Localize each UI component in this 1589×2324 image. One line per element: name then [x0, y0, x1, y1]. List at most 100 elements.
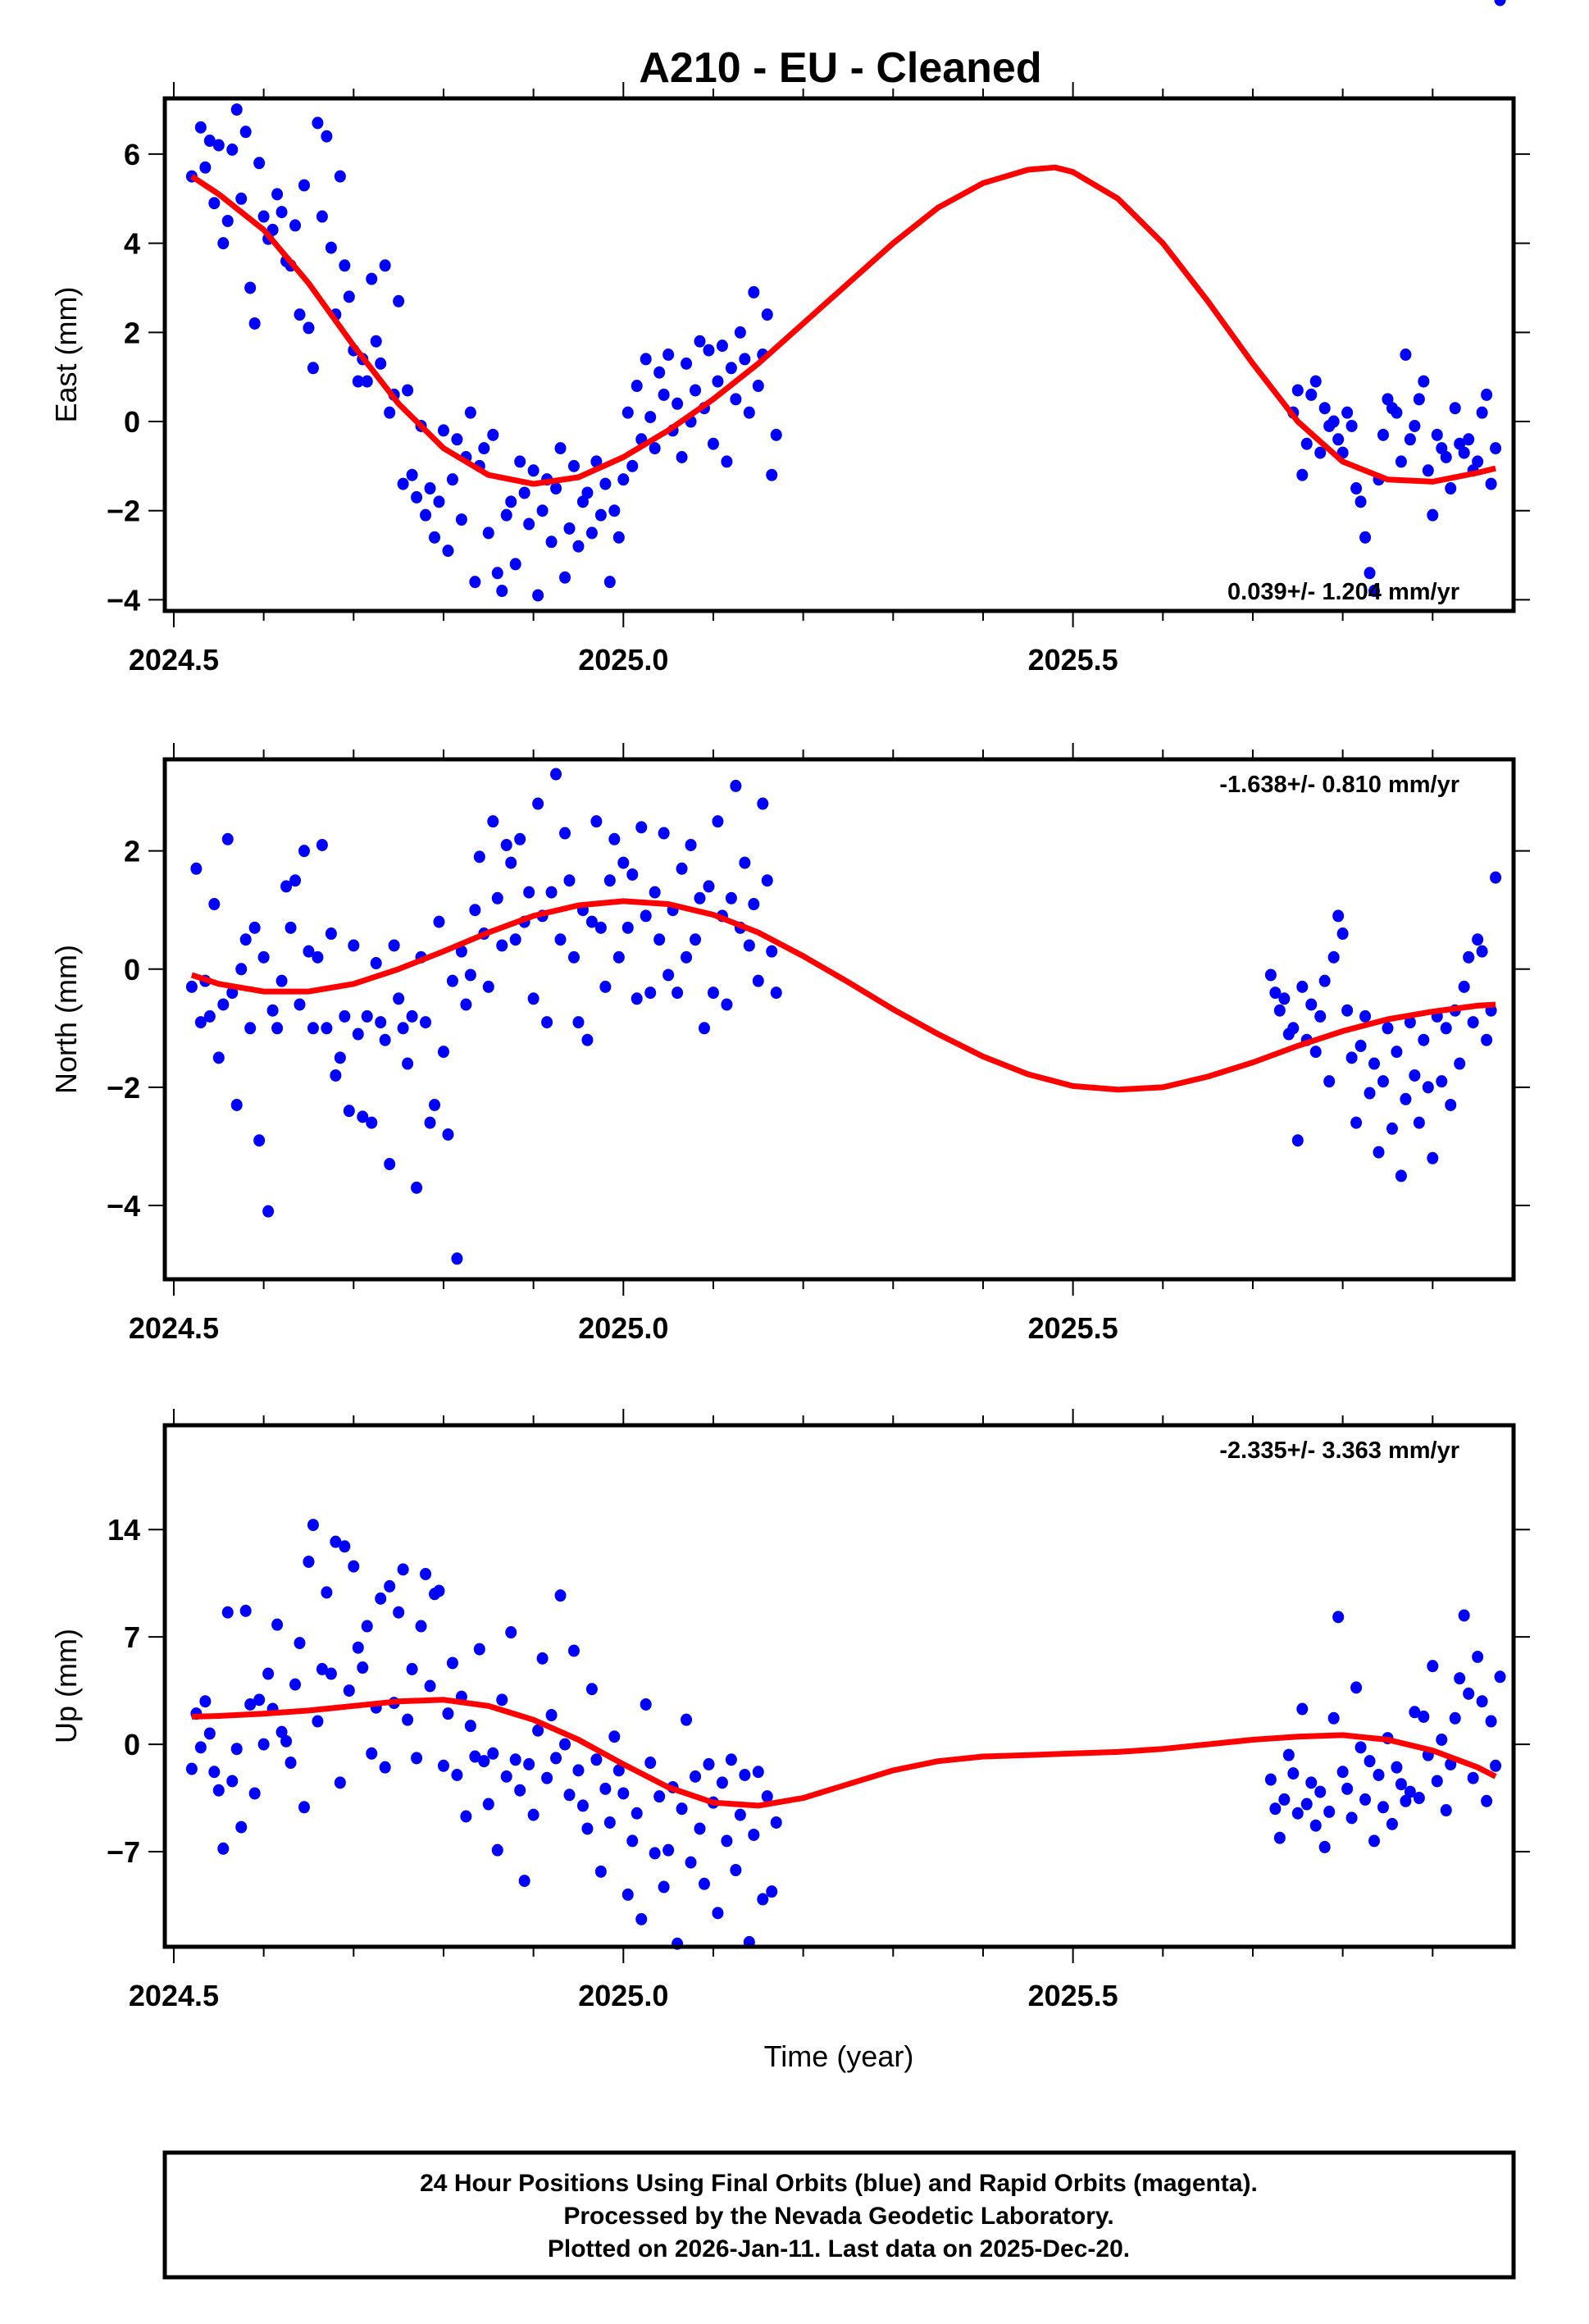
- data-point: [1336, 927, 1349, 941]
- data-point: [730, 393, 742, 406]
- fit-curve: [190, 898, 1496, 1093]
- data-point: [572, 1016, 585, 1029]
- data-point: [585, 915, 598, 928]
- data-point: [429, 531, 440, 544]
- data-point: [1409, 1706, 1421, 1719]
- data-point: [370, 335, 382, 348]
- data-point: [730, 779, 742, 792]
- data-point: [672, 987, 684, 1000]
- data-point: [370, 957, 382, 970]
- rate-annotation: -1.638+/- 0.810 mm/yr: [1219, 772, 1459, 798]
- data-point: [1481, 1794, 1493, 1807]
- data-point: [235, 192, 248, 205]
- data-point: [266, 1004, 279, 1017]
- data-point: [384, 406, 396, 419]
- x-tick-label: 2025.0: [578, 1979, 668, 2012]
- data-point: [658, 827, 670, 840]
- data-point: [1395, 1169, 1407, 1183]
- data-point: [406, 1009, 418, 1023]
- data-point: [1332, 1611, 1345, 1624]
- data-point: [190, 862, 203, 875]
- y-tick-label: 2: [124, 316, 140, 349]
- data-point: [716, 339, 728, 353]
- data-point: [397, 477, 409, 490]
- data-point: [527, 1808, 540, 1821]
- data-point: [752, 974, 764, 987]
- data-point: [1422, 1081, 1434, 1094]
- data-point: [460, 1810, 472, 1823]
- data-point: [1481, 1033, 1493, 1046]
- data-point: [1445, 1098, 1457, 1111]
- data-point: [446, 1656, 458, 1670]
- data-point: [366, 1116, 378, 1129]
- data-point: [1368, 585, 1381, 598]
- data-point: [361, 375, 373, 388]
- data-point: [505, 1626, 517, 1639]
- data-point: [464, 406, 476, 419]
- data-point: [518, 486, 530, 499]
- data-point: [424, 482, 436, 495]
- data-point: [545, 535, 558, 549]
- data-point: [357, 1661, 369, 1675]
- data-point: [1431, 1775, 1443, 1788]
- data-point: [294, 1637, 306, 1650]
- x-tick-label: 2024.5: [129, 1979, 219, 2012]
- data-point: [514, 832, 526, 845]
- data-point: [532, 797, 544, 810]
- data-point: [388, 939, 400, 952]
- data-point: [482, 526, 494, 540]
- data-point: [1472, 455, 1484, 468]
- data-point: [1440, 1804, 1452, 1817]
- data-point: [770, 428, 782, 441]
- data-point: [712, 375, 724, 388]
- data-point: [487, 428, 499, 441]
- data-point: [712, 815, 724, 828]
- data-point: [352, 375, 364, 388]
- data-point: [393, 992, 405, 1005]
- data-point: [289, 874, 302, 887]
- data-point: [1287, 1767, 1300, 1780]
- data-point: [550, 768, 562, 781]
- data-point: [672, 397, 684, 410]
- data-point: [384, 1158, 396, 1171]
- data-point: [1273, 1831, 1286, 1844]
- data-point: [1458, 446, 1470, 459]
- data-point: [1391, 406, 1403, 419]
- data-point: [352, 1641, 364, 1654]
- data-point: [581, 1822, 594, 1835]
- data-point: [1404, 1016, 1416, 1029]
- data-point: [725, 1753, 737, 1766]
- data-point: [208, 197, 221, 210]
- data-point: [608, 832, 621, 845]
- y-tick-label: 14: [107, 1513, 140, 1547]
- data-point: [361, 1620, 373, 1633]
- data-point: [230, 1098, 243, 1111]
- data-point: [500, 508, 512, 522]
- plot-frame: [162, 96, 1516, 613]
- data-point: [442, 545, 454, 558]
- data-point: [725, 362, 737, 375]
- data-point: [563, 522, 576, 535]
- data-point: [185, 1762, 198, 1775]
- data-point: [289, 219, 302, 232]
- rate-annotation: -2.335+/- 3.363 mm/yr: [1219, 1438, 1459, 1464]
- data-point: [402, 384, 414, 397]
- data-point: [527, 992, 540, 1005]
- data-point: [563, 874, 576, 887]
- data-point: [239, 933, 252, 946]
- footer-line-2: Processed by the Nevada Geodetic Laborat…: [563, 2203, 1113, 2230]
- data-point: [590, 1753, 603, 1766]
- data-point: [1400, 1092, 1412, 1105]
- data-point: [339, 1540, 351, 1553]
- data-point: [334, 1051, 346, 1064]
- data-point: [585, 526, 598, 540]
- data-point: [694, 891, 706, 905]
- data-point: [676, 1802, 688, 1816]
- data-point: [446, 974, 458, 987]
- data-point: [721, 455, 733, 468]
- data-point: [743, 406, 755, 419]
- data-point: [752, 1766, 764, 1779]
- data-point: [1318, 402, 1331, 415]
- data-point: [1449, 1711, 1461, 1725]
- data-point: [253, 1134, 266, 1147]
